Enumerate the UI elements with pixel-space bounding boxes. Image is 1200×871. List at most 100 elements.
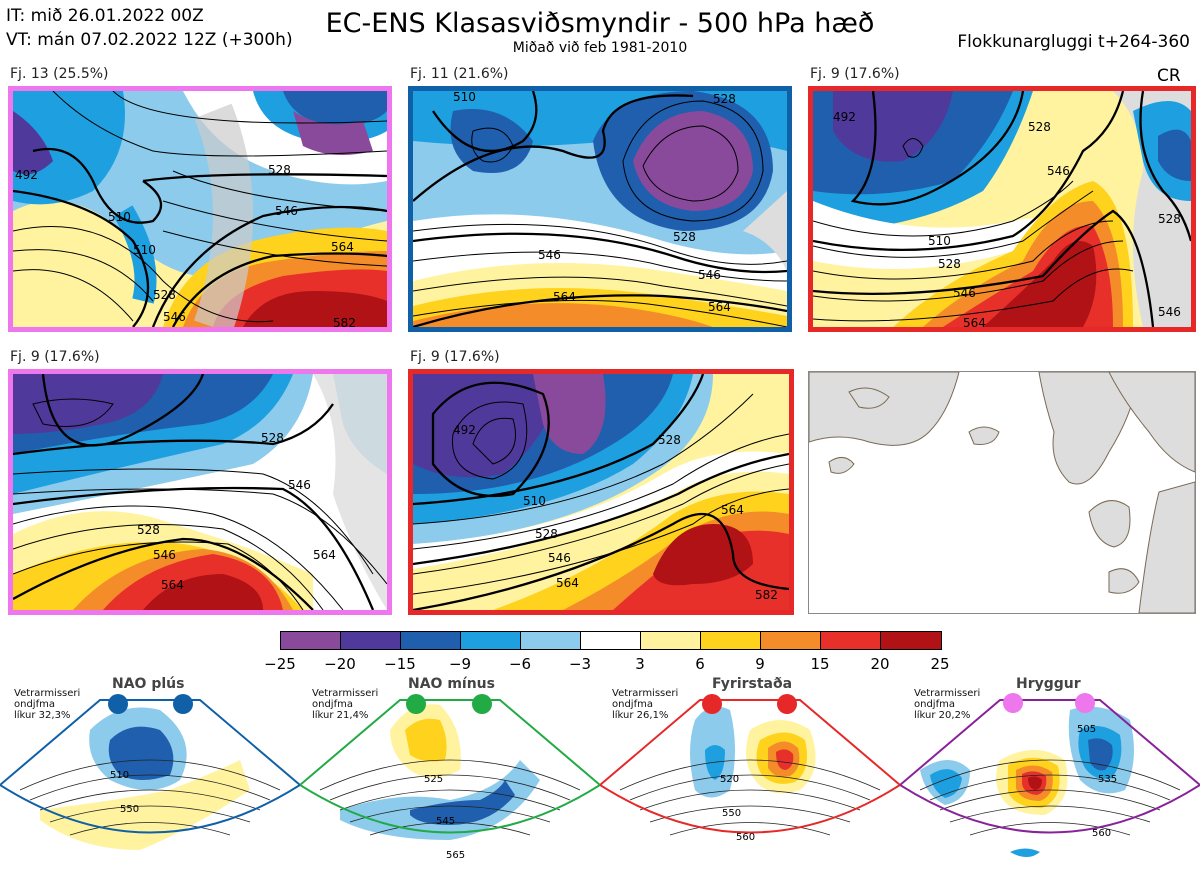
- regime-2-map: 525 545 565: [300, 694, 600, 861]
- contour-label: 528: [535, 527, 558, 541]
- colorbar-tick: −9: [448, 655, 472, 673]
- regime-1-title: NAO plús: [112, 676, 185, 692]
- contour-label: 546: [275, 204, 298, 218]
- init-time-info: IT: mið 26.01.2022 00Z VT: mán 07.02.202…: [6, 4, 293, 52]
- regime-contour-label: 560: [1092, 828, 1111, 839]
- regime-4-probability: líkur 20,2%: [914, 710, 971, 721]
- colorbar-cell: [400, 631, 461, 650]
- contour-label: 546: [163, 310, 186, 324]
- colorbar-cell: [580, 631, 641, 650]
- regime-3-stats: Vetrarmisseri ondjfma líkur 26,1%: [612, 688, 678, 721]
- contour-label: 528: [1158, 212, 1181, 226]
- cluster-map-5: 492 510 528 546 564 564 582 528: [408, 369, 794, 615]
- regime-2-probability: líkur 21,4%: [312, 710, 369, 721]
- colorbar-cell: [640, 631, 701, 650]
- contour-label: 528: [938, 257, 961, 271]
- contour-label: 564: [313, 548, 336, 562]
- contour-label: 510: [133, 243, 156, 257]
- colorbar-tick: −25: [264, 655, 296, 673]
- contour-label: 492: [833, 110, 856, 124]
- colorbar-tick: −3: [568, 655, 592, 673]
- contour-label: 492: [453, 423, 476, 437]
- panel-1-label: Fj. 13 (25.5%): [10, 66, 109, 82]
- contour-label: 564: [721, 503, 744, 517]
- regime-1-months: ondjfma: [14, 699, 55, 710]
- colorbar-tick: 25: [930, 655, 950, 673]
- colorbar-cell: [820, 631, 881, 650]
- regime-contour-label: 525: [424, 774, 443, 785]
- regime-contour-label: 545: [436, 816, 455, 827]
- colorbar-tick: 3: [635, 655, 645, 673]
- colorbar-tick: 9: [755, 655, 765, 673]
- vt-line: VT: mán 07.02.2022 12Z (+300h): [6, 30, 293, 50]
- colorbar-cell: [280, 631, 341, 650]
- colorbar-tick: −15: [384, 655, 416, 673]
- contour-label: 528: [673, 230, 696, 244]
- contour-label: 528: [268, 163, 291, 177]
- it-line: IT: mið 26.01.2022 00Z: [6, 6, 204, 26]
- regime-4-season: Vetrarmisseri: [914, 688, 981, 699]
- colorbar-cell: [880, 631, 942, 650]
- cluster-map-3: 492 528 546 510 528 546 564 546 528: [808, 86, 1196, 332]
- contour-label: 546: [548, 551, 571, 565]
- regime-3-probability: líkur 26,1%: [612, 710, 669, 721]
- contour-label: 564: [708, 300, 731, 314]
- regime-3-map: 520 550 560: [600, 694, 900, 843]
- colorbar-cell: [760, 631, 821, 650]
- contour-label: 546: [538, 248, 561, 262]
- contour-label: 546: [698, 268, 721, 282]
- regime-3-season: Vetrarmisseri: [612, 688, 679, 699]
- contour-label: 582: [755, 588, 778, 602]
- regime-2-stats: Vetrarmisseri ondjfma líkur 21,4%: [312, 688, 378, 721]
- regime-1-stats: Vetrarmisseri ondjfma líkur 32,3%: [14, 688, 80, 721]
- panel-4-label: Fj. 9 (17.6%): [10, 349, 100, 365]
- page-subtitle: Miðað við feb 1981-2010: [512, 40, 688, 56]
- contour-label: 564: [556, 576, 579, 590]
- regime-contour-label: 505: [1077, 724, 1096, 735]
- contour-label: 564: [331, 240, 354, 254]
- contour-label: 528: [137, 523, 160, 537]
- contour-label: 546: [1047, 164, 1070, 178]
- panel-3-label: Fj. 9 (17.6%): [810, 66, 900, 82]
- panel-2-label: Fj. 11 (21.6%): [410, 66, 509, 82]
- regime-4-title: Hryggur: [1016, 676, 1081, 692]
- regime-4-map: 505 535 560: [900, 693, 1200, 857]
- colorbar-cell: [340, 631, 401, 650]
- regime-2-title: NAO mínus: [408, 676, 495, 692]
- contour-label: 564: [161, 578, 184, 592]
- panel-5-label: Fj. 9 (17.6%): [410, 349, 500, 365]
- regime-contour-label: 565: [446, 850, 465, 861]
- colorbar-cell: [700, 631, 761, 650]
- contour-label: 564: [963, 316, 986, 327]
- regime-2-season: Vetrarmisseri: [312, 688, 379, 699]
- contour-label: 510: [523, 494, 546, 508]
- cluster-map-4: 528 546 528 546 564 564: [8, 369, 392, 615]
- colorbar-tick: 6: [695, 655, 705, 673]
- contour-label: 546: [288, 478, 311, 492]
- regime-contour-label: 520: [720, 774, 739, 785]
- regime-4-months: ondjfma: [914, 699, 955, 710]
- regime-contour-label: 550: [722, 808, 741, 819]
- regime-1-map: 510 550: [0, 694, 300, 850]
- contour-label: 528: [1028, 120, 1051, 134]
- contour-label: 528: [261, 431, 284, 445]
- page-title: EC-ENS Klasasviðsmyndir - 500 hPa hæð: [325, 8, 875, 39]
- contour-label: 564: [553, 290, 576, 304]
- regime-2-months: ondjfma: [312, 699, 353, 710]
- colorbar-cell: [460, 631, 521, 650]
- regime-contour-label: 560: [736, 832, 755, 843]
- contour-label: 528: [658, 433, 681, 447]
- contour-label: 546: [1158, 305, 1181, 319]
- contour-label: 492: [15, 168, 38, 182]
- contour-label: 546: [953, 286, 976, 300]
- regime-contour-label: 510: [110, 770, 129, 781]
- regime-3-title: Fyrirstaða: [712, 676, 793, 692]
- contour-label: 582: [333, 316, 356, 327]
- colorbar-tick: −6: [508, 655, 532, 673]
- regime-contour-label: 535: [1098, 774, 1117, 785]
- regime-1-season: Vetrarmisseri: [14, 688, 81, 699]
- contour-label: 528: [713, 92, 736, 106]
- regime-4-stats: Vetrarmisseri ondjfma líkur 20,2%: [914, 688, 980, 721]
- classification-window: Flokkunargluggi t+264-360: [957, 32, 1190, 52]
- colorbar-tick: −20: [324, 655, 356, 673]
